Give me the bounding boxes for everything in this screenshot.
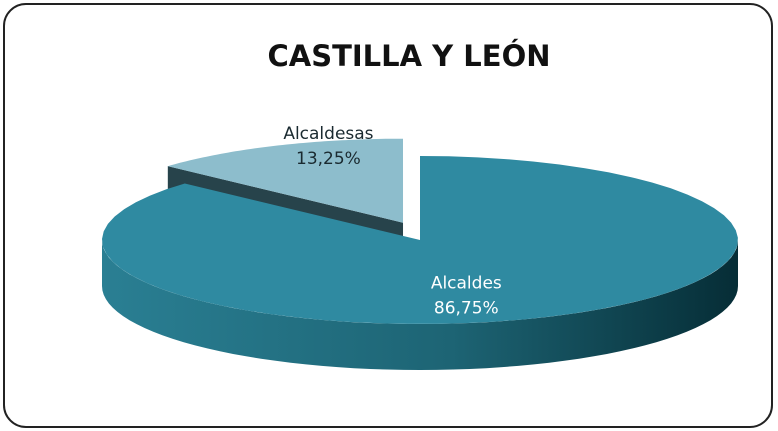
slice-value-label: 13,25% [296,149,361,169]
chart-title: CASTILLA Y LEÓN [268,39,551,73]
slice-label: Alcaldesas [283,124,373,144]
pie-slice [167,138,404,223]
slice-side [102,240,738,370]
slice-value-label: 86,75% [434,299,499,319]
slice-label: Alcaldes [431,274,502,294]
pie-slice [102,156,738,324]
